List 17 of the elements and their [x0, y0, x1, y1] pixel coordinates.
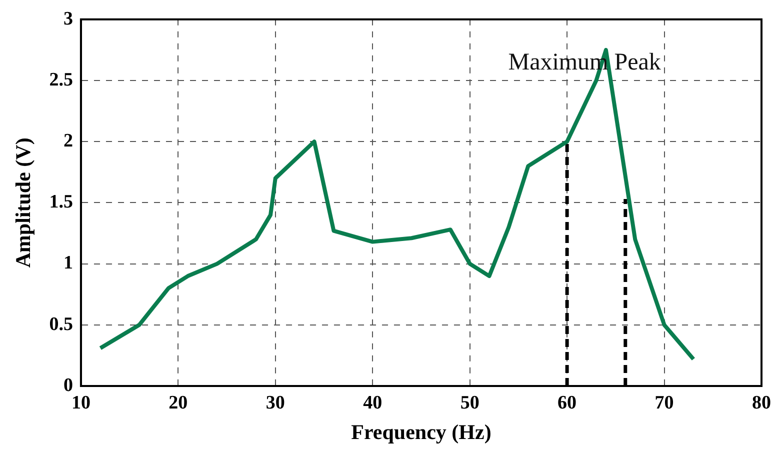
x-tick-label: 30 — [266, 392, 285, 414]
y-axis-title: Amplitude (V) — [11, 138, 36, 268]
x-tick-label: 10 — [71, 392, 90, 414]
x-tick-label: 60 — [558, 392, 577, 414]
y-tick-label: 3 — [63, 8, 73, 30]
x-tick-label: 40 — [363, 392, 382, 414]
x-tick-label: 20 — [168, 392, 188, 414]
y-tick-label: 1.5 — [49, 192, 73, 213]
y-tick-label: 1 — [63, 252, 73, 274]
x-tick-label: 80 — [752, 392, 771, 414]
x-axis-title: Frequency (Hz) — [351, 420, 492, 444]
y-tick-label: 0 — [63, 374, 73, 396]
y-tick-label: 2.5 — [49, 69, 73, 90]
x-tick-label: 70 — [654, 392, 674, 414]
x-tick-label: 50 — [460, 392, 480, 414]
y-tick-label: 0.5 — [49, 314, 73, 335]
y-tick-label: 2 — [63, 130, 73, 152]
